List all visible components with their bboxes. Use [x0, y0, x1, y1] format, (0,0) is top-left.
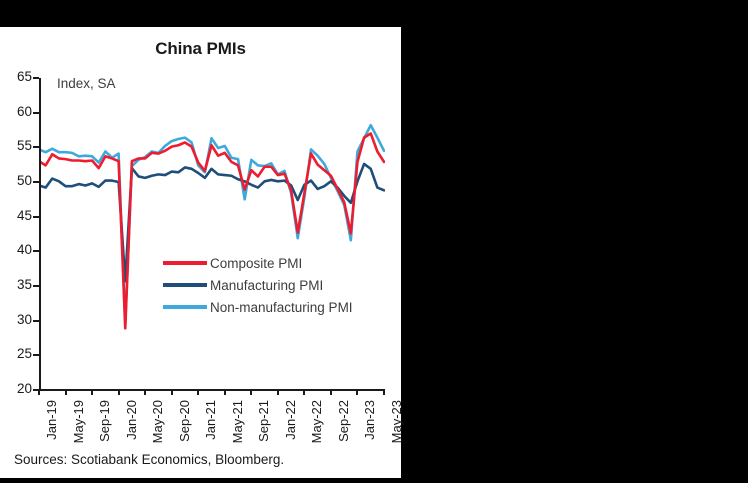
y-axis-tick-label: 40: [16, 242, 32, 258]
page-title: China PMIs: [155, 39, 246, 58]
chart-legend: Composite PMI Manufacturing PMI Non-manufa…: [163, 252, 353, 318]
x-axis-tick: [383, 389, 385, 395]
x-axis-tick: [329, 389, 332, 395]
legend-item[interactable]: Manufacturing PMI: [163, 274, 353, 296]
y-axis-tick-label: 30: [16, 311, 32, 327]
series-line: [39, 123, 385, 325]
legend-label: Composite PMI: [210, 255, 303, 271]
x-axis-tick: [197, 389, 200, 395]
legend-item[interactable]: Composite PMI: [163, 252, 353, 274]
x-axis-tick: [117, 389, 120, 395]
x-axis-tick-label: Jan-19: [44, 400, 59, 440]
x-axis-line: [39, 389, 385, 391]
legend-label: Manufacturing PMI: [210, 277, 324, 293]
x-axis-tick-label: May-22: [309, 400, 325, 444]
x-axis-tick-label: Jan-21: [203, 400, 219, 440]
legend-color-swatch: [163, 305, 207, 309]
x-axis-tick-label: Jan-22: [282, 400, 298, 440]
y-axis-tick: [33, 181, 39, 183]
x-axis-tick-label: Sep-19: [97, 400, 113, 442]
y-axis-tick-label: 20: [16, 381, 32, 396]
y-axis-tick: [33, 215, 39, 218]
chart-figure: China PMIs Index, SA 65 60 55 50 45 40 35 30 25 2…: [0, 27, 404, 478]
y-axis-tick: [33, 354, 39, 357]
x-axis-tick: [144, 389, 147, 395]
x-axis-tick-label: Jan-20: [123, 400, 139, 440]
x-axis-tick-label: Sep-22: [335, 400, 351, 442]
x-axis-tick: [276, 389, 279, 395]
y-axis-line: [39, 78, 41, 391]
x-axis-tick: [356, 389, 359, 395]
legend-color-swatch: [163, 283, 207, 287]
series-lines: [39, 123, 385, 330]
y-axis-tick-label: 60: [16, 103, 32, 119]
x-axis-tick-label: May-19: [70, 400, 86, 444]
x-axis-tick-label: Sep-20: [176, 400, 192, 442]
y-axis-tick-label: 50: [16, 173, 32, 188]
y-axis-tick: [33, 389, 39, 391]
plot-area: 65 60 55 50 45 40 35 30 25 20 Jan-19 May-19 Sep-19 J…: [17, 69, 404, 443]
y-axis-tick-label: 25: [16, 346, 32, 362]
y-axis-tick: [33, 111, 39, 114]
x-axis-tick: [303, 389, 306, 395]
y-axis-labels: 65 60 55 50 45 40 35 30 25 20: [0, 69, 32, 396]
x-axis-tick-label: May-20: [150, 400, 166, 444]
legend-label: Non-manufacturing PMI: [210, 299, 353, 315]
x-axis-tick: [64, 389, 67, 395]
x-axis-tick-label: May-23: [389, 400, 404, 444]
series-line: [39, 162, 385, 283]
x-axis-tick-label: Jan-23: [362, 400, 378, 440]
legend-color-swatch: [163, 261, 207, 265]
x-axis-tick: [250, 389, 253, 395]
y-axis-tick: [33, 319, 39, 322]
sources-note: Sources: Scotiabank Economics, Bloomberg…: [14, 452, 285, 467]
y-axis-tick: [33, 77, 39, 79]
y-axis-tick: [33, 146, 39, 149]
x-axis-tick-label: May-21: [229, 400, 245, 444]
y-axis-tick-label: 55: [16, 138, 32, 154]
series-line: [39, 132, 385, 330]
chart-subtitle: Index, SA: [57, 76, 116, 91]
x-axis-tick: [223, 389, 226, 395]
legend-item[interactable]: Non-manufacturing PMI: [163, 296, 353, 318]
y-axis-tick-label: 35: [16, 277, 32, 292]
x-axis-tick: [91, 389, 94, 395]
y-axis-tick: [33, 285, 39, 287]
x-axis-tick-label: Sep-21: [256, 400, 272, 442]
y-axis-tick-label: 65: [16, 69, 32, 84]
x-axis-tick: [38, 389, 40, 395]
y-axis-tick-label: 45: [16, 207, 32, 223]
y-axis-tick: [33, 250, 39, 253]
x-axis-tick: [170, 389, 173, 395]
